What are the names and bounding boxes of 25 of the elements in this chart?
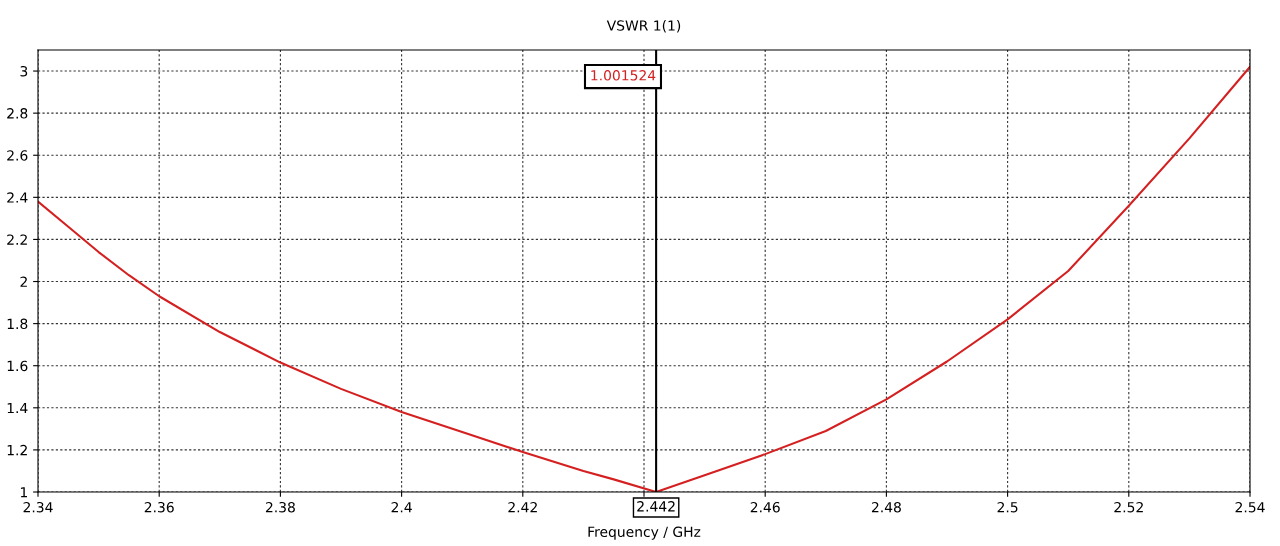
y-tick-label: 2.2 [7,234,27,245]
y-tick-label: 2.8 [7,108,28,119]
y-tick-label: 1.4 [7,402,28,414]
y-tick-label: 1.6 [7,360,28,372]
y-tick-label: 2.6 [7,150,28,161]
x-tick-label: 2.34 [23,501,53,513]
x-tick-label: 2.4 [391,501,412,513]
x-tick-label: 2.46 [750,501,780,513]
annotation: 1.001524 [591,70,656,81]
ref-line-label: 2.442 [637,501,675,512]
y-tick-label: 2.4 [7,192,28,203]
x-tick-label: 2.42 [508,501,537,513]
y-tick-label: 1.2 [7,444,27,456]
x-tick-label: 2.48 [871,501,901,513]
y-tick-label: 1 [20,487,27,498]
x-tick-label: 2.52 [1114,501,1143,513]
x-tick-label: 2.38 [265,501,295,513]
x-tick-label: 2.5 [997,501,1018,513]
y-tick-label: 2 [20,276,27,287]
x-tick-label: 2.36 [144,501,174,513]
x-axis-title: Frequency / GHz [588,526,701,540]
chart-title: VSWR 1(1) [606,20,681,33]
y-tick-label: 3 [20,66,28,77]
y-tick-label: 1.8 [7,318,28,330]
x-tick-label: 2.54 [1235,501,1265,513]
